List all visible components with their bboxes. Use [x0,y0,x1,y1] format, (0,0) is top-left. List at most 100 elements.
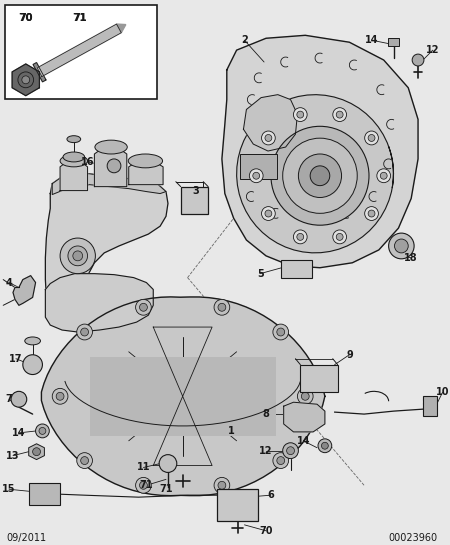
Polygon shape [222,35,418,268]
Polygon shape [45,274,153,332]
Bar [217,489,258,521]
Circle shape [321,443,328,449]
Text: 6: 6 [268,490,274,500]
Polygon shape [60,161,88,191]
Circle shape [77,453,92,469]
Text: 14: 14 [365,35,379,45]
Text: 71: 71 [73,14,86,23]
Circle shape [60,238,95,274]
Circle shape [56,392,64,400]
Circle shape [318,439,332,453]
Ellipse shape [95,140,127,154]
Text: 18: 18 [405,253,418,263]
Text: 70: 70 [259,526,273,536]
Circle shape [297,111,304,118]
Circle shape [23,355,42,374]
Circle shape [271,126,369,225]
Text: 16: 16 [81,157,94,167]
Circle shape [218,481,226,489]
Circle shape [33,448,40,456]
Circle shape [214,299,230,315]
Ellipse shape [60,155,88,167]
Circle shape [81,457,89,464]
Bar [300,365,338,392]
Text: 3: 3 [192,186,199,196]
Circle shape [265,135,272,141]
Circle shape [11,391,27,407]
Circle shape [302,392,309,400]
Circle shape [310,166,330,186]
Text: 12: 12 [426,45,440,55]
Circle shape [368,210,375,217]
Circle shape [273,453,288,469]
Ellipse shape [63,152,85,162]
Text: 12: 12 [259,446,273,456]
Text: 70: 70 [19,14,32,23]
Polygon shape [117,24,126,33]
Circle shape [377,169,391,183]
Bar [5,5,157,99]
Circle shape [277,328,285,336]
Polygon shape [243,95,297,151]
Circle shape [218,304,226,311]
Circle shape [73,251,83,261]
Polygon shape [90,357,276,436]
Polygon shape [284,402,325,432]
Circle shape [336,111,343,118]
Polygon shape [13,276,36,305]
Circle shape [283,443,298,458]
Text: 9: 9 [346,350,353,360]
Polygon shape [45,174,168,317]
Text: 1: 1 [228,426,235,436]
Text: 11: 11 [137,463,150,473]
Circle shape [77,324,92,340]
Text: 71: 71 [159,485,173,494]
Text: 17: 17 [9,354,22,364]
Circle shape [265,210,272,217]
Text: 10: 10 [436,387,449,397]
Bar [239,154,277,179]
Text: 71: 71 [72,14,87,23]
Polygon shape [29,444,45,459]
Circle shape [39,427,46,434]
Circle shape [140,481,147,489]
Text: 71: 71 [140,480,153,490]
Circle shape [293,108,307,122]
Circle shape [297,389,313,404]
Circle shape [273,324,288,340]
Text: 15: 15 [2,485,16,494]
Circle shape [52,389,68,404]
Circle shape [135,477,151,493]
Polygon shape [33,63,46,82]
Circle shape [68,246,88,266]
Text: 00023960: 00023960 [388,533,438,543]
Polygon shape [94,147,127,186]
Circle shape [140,304,147,311]
Circle shape [380,172,387,179]
Circle shape [287,447,294,455]
Circle shape [283,138,357,213]
Text: 14: 14 [297,436,310,446]
Text: 8: 8 [263,409,270,419]
Bar [423,396,436,416]
Ellipse shape [128,154,162,168]
Circle shape [135,299,151,315]
Circle shape [36,424,50,438]
Bar [29,483,60,505]
Circle shape [249,169,263,183]
Circle shape [261,207,275,221]
Bar [181,186,208,214]
Circle shape [22,76,30,84]
Circle shape [297,233,304,240]
Text: 70: 70 [18,14,33,23]
Ellipse shape [67,136,81,143]
Text: 13: 13 [6,451,20,461]
Circle shape [159,455,177,473]
Circle shape [298,154,342,197]
Bar [281,260,312,277]
Polygon shape [237,95,393,253]
Circle shape [107,159,121,173]
Circle shape [214,477,230,493]
Text: 09/2011: 09/2011 [6,533,46,543]
Circle shape [364,131,378,145]
